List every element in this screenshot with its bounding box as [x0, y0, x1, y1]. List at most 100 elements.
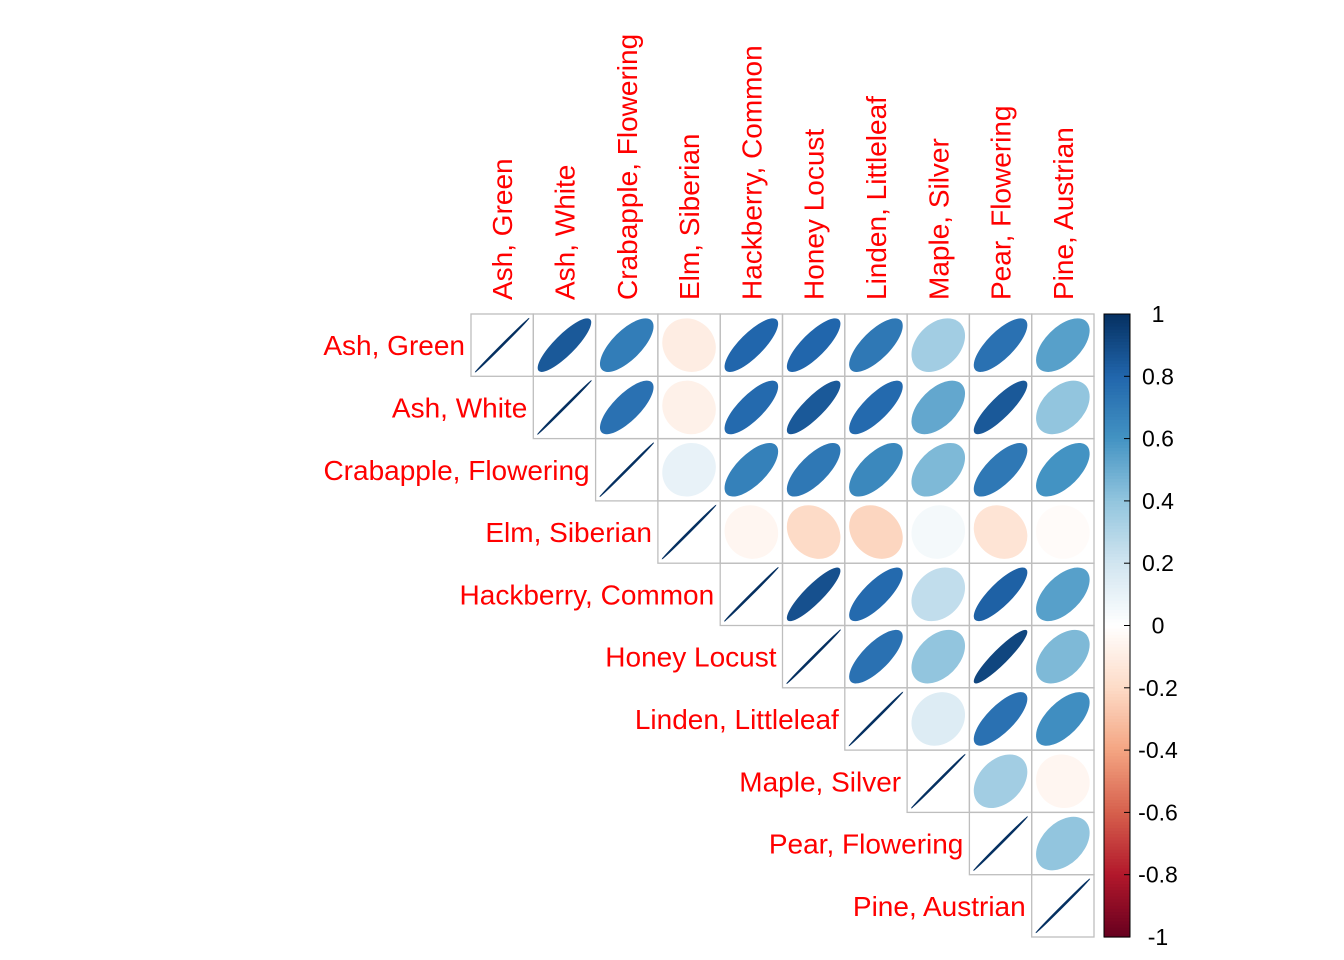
colorbar-segment	[1104, 722, 1130, 726]
colorbar-tick-label: 1	[1152, 301, 1165, 327]
colorbar-segment	[1104, 581, 1130, 586]
correlation-ellipse	[724, 505, 779, 559]
correlation-ellipse	[786, 505, 841, 559]
correlation-ellipse	[911, 629, 966, 684]
colorbar-segment	[1104, 840, 1130, 845]
colorbar-segment	[1104, 528, 1130, 533]
colorbar-segment	[1104, 438, 1130, 443]
colorbar-segment	[1104, 821, 1130, 826]
correlation-ellipse	[849, 629, 903, 684]
colorbar-segment	[1104, 525, 1130, 530]
colorbar-segment	[1104, 550, 1130, 555]
colorbar-segment	[1104, 927, 1130, 932]
colorbar-segment	[1104, 578, 1130, 583]
colorbar-segment	[1104, 513, 1130, 518]
colorbar-segment	[1104, 585, 1130, 589]
correlation-ellipse	[1036, 754, 1090, 809]
correlation-ellipse	[1036, 816, 1090, 871]
colorbar-segment	[1104, 684, 1130, 689]
colorbar-segment	[1104, 918, 1130, 923]
colorbar-segment	[1104, 335, 1130, 340]
colorbar-segment	[1104, 687, 1130, 692]
colorbar-tick-label: -0.4	[1138, 737, 1178, 763]
colorbar-segment	[1104, 370, 1130, 374]
column-label: Pine, Austrian	[1048, 127, 1079, 300]
colorbar-segment	[1104, 659, 1130, 664]
colorbar-segment	[1104, 706, 1130, 711]
colorbar-segment	[1104, 650, 1130, 655]
colorbar-segment	[1104, 597, 1130, 602]
colorbar-segment	[1104, 407, 1130, 412]
correlation-ellipse	[786, 318, 841, 372]
colorbar-segment	[1104, 522, 1130, 527]
colorbar-segment	[1104, 694, 1130, 698]
colorbar-segment	[1104, 896, 1130, 901]
colorbar-segment	[1104, 697, 1130, 701]
colorbar-segment	[1104, 690, 1130, 695]
colorbar-segment	[1104, 338, 1130, 343]
correlation-ellipse	[786, 629, 842, 685]
colorbar-segment	[1104, 669, 1130, 673]
colorbar-segment	[1104, 728, 1130, 733]
colorbar-segment	[1104, 743, 1130, 748]
colorbar-segment	[1104, 734, 1130, 739]
colorbar-segment	[1104, 357, 1130, 362]
colorbar-segment	[1104, 379, 1130, 384]
colorbar-segment	[1104, 572, 1130, 577]
correlation-ellipse	[973, 505, 1028, 559]
colorbar-segment	[1104, 416, 1130, 421]
colorbar-segment	[1104, 441, 1130, 446]
correlation-ellipse	[662, 380, 716, 435]
colorbar-segment	[1104, 865, 1130, 870]
colorbar-segment	[1104, 796, 1130, 801]
correlation-ellipse	[724, 318, 779, 372]
column-label: Elm, Siberian	[674, 133, 705, 300]
colorbar-segment	[1104, 320, 1130, 324]
colorbar-segment	[1104, 793, 1130, 798]
colorbar-segment	[1104, 675, 1130, 680]
colorbar-segment	[1104, 317, 1130, 321]
colorbar-segment	[1104, 890, 1130, 894]
colorbar-segment	[1104, 491, 1130, 496]
colorbar-segment	[1104, 921, 1130, 926]
correlation-ellipse	[661, 504, 717, 560]
column-label: Hackberry, Common	[736, 45, 767, 300]
colorbar-segment	[1104, 662, 1130, 667]
colorbar-segment	[1104, 880, 1130, 885]
colorbar-segment	[1104, 827, 1130, 832]
colorbar-segment	[1104, 609, 1130, 614]
colorbar-segment	[1104, 712, 1130, 717]
correlation-ellipse	[973, 567, 1028, 622]
colorbar-segment	[1104, 753, 1130, 757]
column-label: Linden, Littleleaf	[861, 96, 892, 300]
colorbar-segment	[1104, 538, 1130, 542]
correlation-ellipse	[724, 442, 779, 497]
colorbar-segment	[1104, 619, 1130, 623]
row-label: Ash, White	[392, 392, 527, 423]
colorbar-segment	[1104, 746, 1130, 751]
colorbar-segment	[1104, 787, 1130, 792]
colorbar-segment	[1104, 591, 1130, 595]
correlation-ellipse	[1036, 442, 1090, 497]
colorbar-segment	[1104, 768, 1130, 773]
colorbar-tick-label: -0.8	[1138, 862, 1178, 888]
colorbar-segment	[1104, 933, 1130, 938]
colorbar-segment	[1104, 616, 1130, 620]
correlation-ellipse	[973, 816, 1029, 872]
colorbar-segment	[1104, 665, 1130, 670]
colorbar-segment	[1104, 862, 1130, 866]
colorbar-segment	[1104, 553, 1130, 558]
colorbar-segment	[1104, 603, 1130, 608]
colorbar-segment	[1104, 388, 1130, 393]
colorbar-segment	[1104, 656, 1130, 661]
correlation-ellipse	[849, 567, 903, 622]
correlation-ellipse	[536, 379, 592, 435]
colorbar-segment	[1104, 373, 1130, 377]
colorbar-segment	[1104, 762, 1130, 767]
row-label: Crabapple, Flowering	[323, 455, 589, 486]
correlation-ellipse	[1035, 878, 1091, 934]
colorbar-segment	[1104, 803, 1130, 807]
colorbar-segment	[1104, 363, 1130, 368]
colorbar-segment	[1104, 781, 1130, 785]
colorbar-segment	[1104, 447, 1130, 452]
